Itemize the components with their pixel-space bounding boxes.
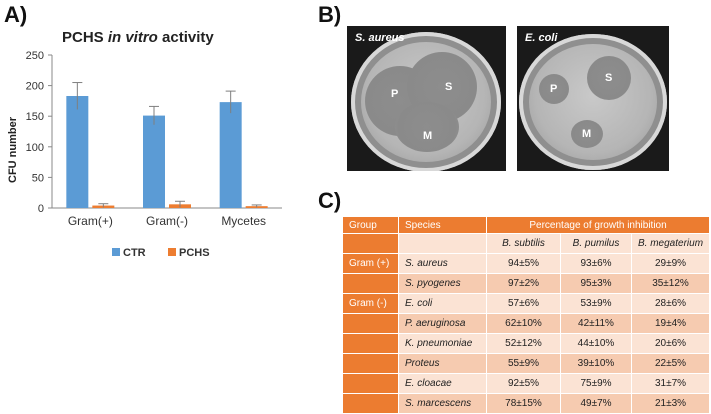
disc-label-m: M: [582, 128, 592, 140]
y-tick-label: 100: [26, 142, 44, 154]
inhibition-value-cell: 92±5%: [486, 373, 561, 394]
inhibition-value-cell: 20±6%: [630, 333, 711, 354]
inhibition-zone-m: [395, 102, 459, 152]
group-cell: Gram (-): [342, 293, 399, 314]
group-cell: [342, 333, 399, 354]
panel-label-c: C): [318, 188, 342, 213]
bar-chart: PCHS in vitro activity CFU number 0 50 100…: [7, 29, 282, 259]
panel-label-a: A): [4, 2, 28, 27]
inhibition-value-cell: 21±3%: [630, 393, 711, 414]
plate-image-e-coli: E. coli P S M: [517, 26, 669, 171]
inhibition-value-cell: 52±12%: [486, 333, 561, 354]
table-row: E. cloacae 92±5% 75±9% 31±7%: [342, 373, 711, 394]
table-cell: [342, 233, 399, 254]
group-cell: [342, 353, 399, 374]
inhibition-value-cell: 35±12%: [630, 273, 711, 294]
table-subheader-row: B. subtilis B. pumilus B. megaterium: [342, 233, 711, 254]
chart-title: PCHS in vitro activity: [62, 29, 214, 46]
x-tick-label: Gram(+): [68, 214, 113, 228]
inhibition-zone-s: [587, 56, 631, 100]
group-cell: [342, 273, 399, 294]
x-tick-label: Mycetes: [221, 214, 266, 228]
inhibition-value-cell: 42±11%: [560, 313, 632, 334]
x-tick-label: Gram(-): [146, 214, 188, 228]
table-row: S. marcescens 78±15% 49±7% 21±3%: [342, 393, 711, 414]
bar-ctr-1: [143, 115, 165, 208]
inhibition-zone-p: [539, 74, 569, 104]
y-axis-label: CFU number: [7, 116, 19, 183]
group-cell: [342, 393, 399, 414]
plate-image-s-aureus: S. aureus P S M: [347, 26, 506, 171]
header-percentage: Percentage of growth inhibition: [485, 216, 711, 234]
species-cell: S. marcescens: [398, 393, 487, 414]
y-tick-label: 0: [38, 203, 44, 215]
inhibition-value-cell: 75±9%: [560, 373, 632, 394]
table-cell: [398, 233, 487, 254]
species-cell: E. cloacae: [398, 373, 487, 394]
disc-label-s: S: [605, 72, 613, 84]
inhibition-value-cell: 49±7%: [560, 393, 632, 414]
y-tick-label: 200: [26, 81, 44, 93]
legend-label-pchs: PCHS: [179, 247, 210, 259]
species-cell: K. pneumoniae: [398, 333, 487, 354]
group-cell: [342, 373, 399, 394]
group-cell: Gram (+): [342, 253, 399, 274]
inhibition-value-cell: 95±3%: [560, 273, 632, 294]
table-row: Gram (+) S. aureus 94±5% 93±6% 29±9%: [342, 253, 711, 274]
petri-dish: [519, 34, 667, 170]
inhibition-zone-m: [571, 120, 603, 148]
inhibition-value-cell: 28±6%: [630, 293, 711, 314]
inhibition-value-cell: 31±7%: [630, 373, 711, 394]
subheader-b-pumilus: B. pumilus: [560, 233, 632, 254]
subheader-b-subtilis: B. subtilis: [486, 233, 561, 254]
inhibition-value-cell: 53±9%: [560, 293, 632, 314]
table-row: Proteus 55±9% 39±10% 22±5%: [342, 353, 711, 374]
species-cell: Proteus: [398, 353, 487, 374]
inhibition-value-cell: 44±10%: [560, 333, 632, 354]
inhibition-value-cell: 62±10%: [486, 313, 561, 334]
legend-swatch-pchs: [168, 248, 176, 256]
disc-label-m: M: [423, 130, 433, 142]
species-cell: E. coli: [398, 293, 487, 314]
header-group: Group: [342, 216, 399, 234]
table-header-row: Group Species Percentage of growth inhib…: [342, 216, 711, 234]
table-row: P. aeruginosa 62±10% 42±11% 19±4%: [342, 313, 711, 334]
inhibition-value-cell: 57±6%: [486, 293, 561, 314]
bar-ctr-0: [66, 96, 89, 208]
inhibition-value-cell: 55±9%: [486, 353, 561, 374]
y-tick-label: 150: [26, 111, 44, 123]
y-tick-label: 250: [26, 50, 44, 62]
bar-ctr-2: [219, 102, 242, 208]
legend-label-ctr: CTR: [123, 247, 146, 259]
plate-caption: S. aureus: [355, 32, 405, 44]
disc-label-p: P: [550, 83, 558, 95]
growth-inhibition-table: Group Species Percentage of growth inhib…: [342, 216, 711, 414]
table-row: Gram (-) E. coli 57±6% 53±9% 28±6%: [342, 293, 711, 314]
legend-swatch-ctr: [112, 248, 120, 256]
plate-caption: E. coli: [525, 32, 558, 44]
table-row: K. pneumoniae 52±12% 44±10% 20±6%: [342, 333, 711, 354]
y-tick-label: 50: [32, 172, 44, 184]
panel-label-b: B): [318, 2, 342, 27]
species-cell: S. aureus: [398, 253, 487, 274]
table-row: S. pyogenes 97±2% 95±3% 35±12%: [342, 273, 711, 294]
header-species: Species: [398, 216, 487, 234]
inhibition-value-cell: 97±2%: [486, 273, 561, 294]
species-cell: S. pyogenes: [398, 273, 487, 294]
inhibition-value-cell: 93±6%: [560, 253, 632, 274]
inhibition-value-cell: 19±4%: [630, 313, 711, 334]
inhibition-value-cell: 29±9%: [630, 253, 711, 274]
inhibition-value-cell: 78±15%: [486, 393, 561, 414]
group-cell: [342, 313, 399, 334]
species-cell: P. aeruginosa: [398, 313, 487, 334]
inhibition-value-cell: 22±5%: [630, 353, 711, 374]
disc-label-p: P: [391, 88, 399, 100]
subheader-b-megaterium: B. megaterium: [630, 233, 711, 254]
inhibition-value-cell: 39±10%: [560, 353, 632, 374]
inhibition-value-cell: 94±5%: [486, 253, 561, 274]
disc-label-s: S: [445, 81, 453, 93]
